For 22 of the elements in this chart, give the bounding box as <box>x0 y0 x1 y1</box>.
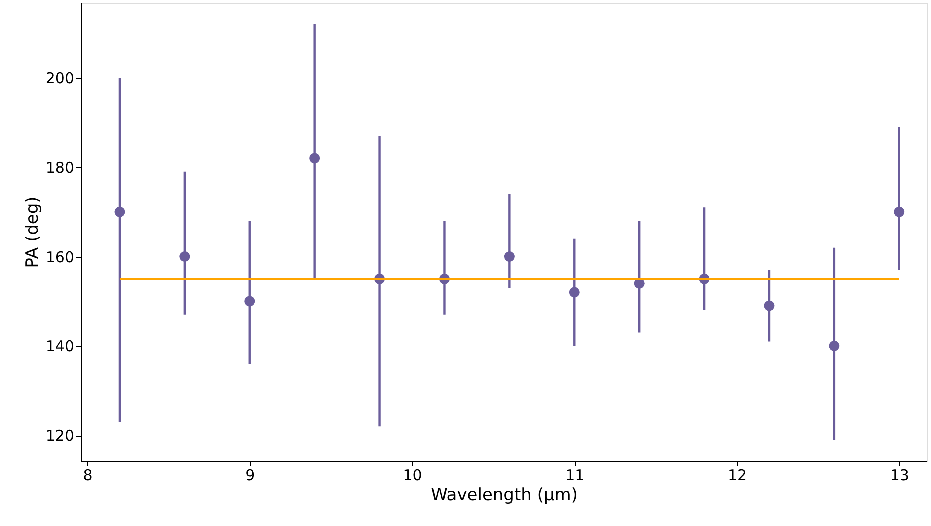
point <box>244 296 256 307</box>
point <box>180 252 190 262</box>
point <box>569 287 580 298</box>
y-tick-label: 180 <box>46 158 74 177</box>
y-tick-label: 160 <box>46 248 74 266</box>
y-tick-label: 120 <box>46 427 74 446</box>
x-axis-title: Wavelength (μm) <box>431 486 578 506</box>
x-tick-label: 8 <box>83 466 93 484</box>
y-tick-label: 140 <box>46 338 74 356</box>
x-tick-label: 11 <box>566 466 585 484</box>
point <box>504 252 515 262</box>
point <box>764 300 775 312</box>
point <box>829 340 840 352</box>
x-tick-label: 9 <box>246 466 256 484</box>
x-tick-label: 12 <box>728 466 748 484</box>
x-tick-label: 10 <box>403 466 422 484</box>
y-tick-label: 200 <box>46 70 74 88</box>
point <box>310 153 320 164</box>
point <box>894 206 905 218</box>
point <box>114 206 126 218</box>
y-axis-title: PA (deg) <box>22 196 43 268</box>
x-tick-label: 13 <box>890 466 910 484</box>
